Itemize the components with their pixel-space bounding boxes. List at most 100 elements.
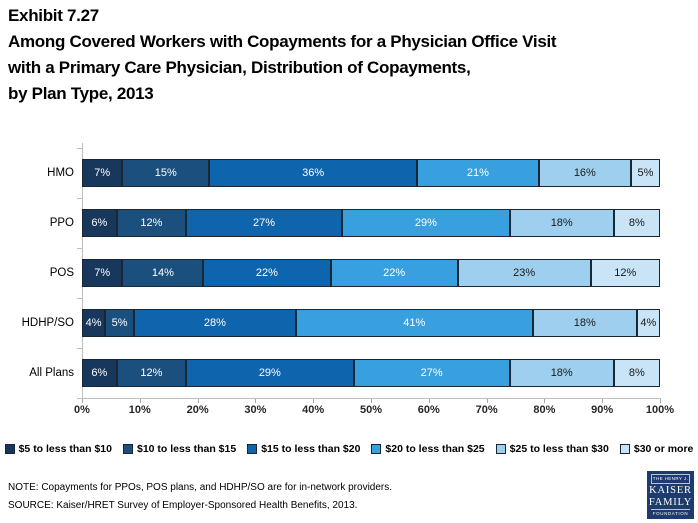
note-text: NOTE: Copayments for PPOs, POS plans, an… <box>8 482 393 493</box>
legend-item-5-to-less-than-10: $5 to less than $10 <box>4 443 112 455</box>
y-axis-tick <box>77 248 82 249</box>
segment-value-label: 21% <box>466 167 489 179</box>
x-axis-line <box>82 398 661 399</box>
kff-logo-line-2: KAISER <box>649 485 692 496</box>
legend-label: $15 to less than $20 <box>261 443 361 455</box>
segment-value-label: 12% <box>140 217 163 229</box>
legend-label: $30 or more <box>633 443 694 455</box>
legend: $5 to less than $10 $10 to less than $15 $… <box>0 443 698 455</box>
segment-value-label: 8% <box>628 367 645 379</box>
x-axis-tick-label: 10% <box>128 404 151 416</box>
bar-segment: 4% <box>636 309 660 337</box>
segment-value-label: 7% <box>94 267 111 279</box>
x-axis-tick <box>602 399 604 403</box>
bar-segment: 18% <box>509 209 614 237</box>
legend-swatch <box>619 444 630 454</box>
segment-value-label: 6% <box>91 367 108 379</box>
segment-value-label: 18% <box>550 367 573 379</box>
legend-item-10-to-less-than-15: $10 to less than $15 <box>122 443 237 455</box>
category-label: POS <box>49 267 74 279</box>
bar-segment: 8% <box>613 209 660 237</box>
segment-value-label: 41% <box>403 317 426 329</box>
bar-segment: 27% <box>353 359 510 387</box>
legend-swatch <box>122 444 133 454</box>
bar-row-hmo: HMO 7% 15% 36% 21% 16% 5% <box>0 148 698 198</box>
x-axis-tick <box>197 399 199 403</box>
kff-logo-line-4: FOUNDATION <box>651 509 690 516</box>
bar-segment: 41% <box>295 309 533 337</box>
bar-row-hdhp-so: HDHP/SO 4% 5% 28% 41% 18% 4% <box>0 298 698 348</box>
segment-value-label: 5% <box>637 167 654 179</box>
bar-segment: 4% <box>82 309 106 337</box>
segment-value-label: 18% <box>550 217 573 229</box>
segment-value-label: 22% <box>383 267 406 279</box>
category-label: HDHP/SO <box>21 317 74 329</box>
bar-segment: 18% <box>509 359 614 387</box>
bar-segment: 23% <box>457 259 591 287</box>
legend-swatch <box>4 444 15 454</box>
x-axis-tick-label: 60% <box>417 404 440 416</box>
x-axis-tick <box>313 399 315 403</box>
x-axis-tick-label: 100% <box>645 404 675 416</box>
bar-segment: 29% <box>186 359 354 387</box>
stacked-bar: 4% 5% 28% 41% 18% 4% <box>82 309 660 337</box>
legend-item-25-to-less-than-30: $25 to less than $30 <box>495 443 609 455</box>
bar-segment: 16% <box>538 159 632 187</box>
segment-value-label: 29% <box>414 217 437 229</box>
x-axis-tick-label: 90% <box>591 404 614 416</box>
source-text: SOURCE: Kaiser/HRET Survey of Employer-S… <box>8 500 358 511</box>
page-title-line-3: by Plan Type, 2013 <box>8 84 154 103</box>
category-label: All Plans <box>29 367 74 379</box>
title-block: Exhibit 7.27 Among Covered Workers with … <box>8 3 696 107</box>
segment-value-label: 22% <box>255 267 278 279</box>
category-label: HMO <box>47 167 74 179</box>
bar-segment: 15% <box>122 159 210 187</box>
kff-logo-line-1: THE HENRY J. <box>651 474 690 484</box>
bar-segment: 14% <box>122 259 204 287</box>
bar-row-ppo: PPO 6% 12% 27% 29% 18% 8% <box>0 198 698 248</box>
x-axis-tick <box>486 399 488 403</box>
page-title-line-2: with a Primary Care Physician, Distribut… <box>8 58 471 77</box>
exhibit-number: Exhibit 7.27 <box>8 6 99 25</box>
bar-segment: 7% <box>82 259 123 287</box>
bar-segment: 12% <box>116 359 187 387</box>
x-axis-tick-label: 70% <box>475 404 498 416</box>
y-axis-tick <box>77 298 82 299</box>
segment-value-label: 4% <box>640 317 657 329</box>
y-axis-tick <box>77 148 82 149</box>
legend-label: $10 to less than $15 <box>136 443 237 455</box>
x-axis-tick-label: 0% <box>74 404 90 416</box>
bar-segment: 22% <box>330 259 458 287</box>
segment-value-label: 27% <box>420 367 443 379</box>
page-title-line-1: Among Covered Workers with Copayments fo… <box>8 32 557 51</box>
bar-segment: 22% <box>203 259 331 287</box>
segment-value-label: 8% <box>628 217 645 229</box>
kff-logo-line-3: FAMILY <box>648 497 693 508</box>
stacked-bar: 6% 12% 29% 27% 18% 8% <box>82 359 660 387</box>
legend-label: $20 to less than $25 <box>385 443 485 455</box>
segment-value-label: 36% <box>302 167 325 179</box>
segment-value-label: 29% <box>258 367 281 379</box>
x-axis-tick <box>660 399 661 403</box>
bar-segment: 6% <box>82 359 117 387</box>
legend-item-20-to-less-than-25: $20 to less than $25 <box>371 443 485 455</box>
x-axis-tick <box>139 399 141 403</box>
segment-value-label: 15% <box>154 167 177 179</box>
bar-segment: 7% <box>82 159 123 187</box>
segment-value-label: 7% <box>94 167 111 179</box>
bar-segment: 28% <box>134 309 296 337</box>
bar-segment: 5% <box>631 159 660 187</box>
stacked-bar: 7% 14% 22% 22% 23% 12% <box>82 259 660 287</box>
bar-segment: 5% <box>105 309 134 337</box>
bar-segment: 12% <box>590 259 660 287</box>
segment-value-label: 14% <box>151 267 174 279</box>
segment-value-label: 27% <box>253 217 276 229</box>
x-axis-tick-label: 20% <box>186 404 209 416</box>
segment-value-label: 4% <box>85 317 102 329</box>
bar-row-all-plans: All Plans 6% 12% 29% 27% 18% 8% <box>0 348 698 398</box>
segment-value-label: 12% <box>140 367 163 379</box>
stacked-bar: 6% 12% 27% 29% 18% 8% <box>82 209 660 237</box>
x-axis-tick-label: 80% <box>533 404 556 416</box>
x-axis-tick <box>82 399 83 403</box>
